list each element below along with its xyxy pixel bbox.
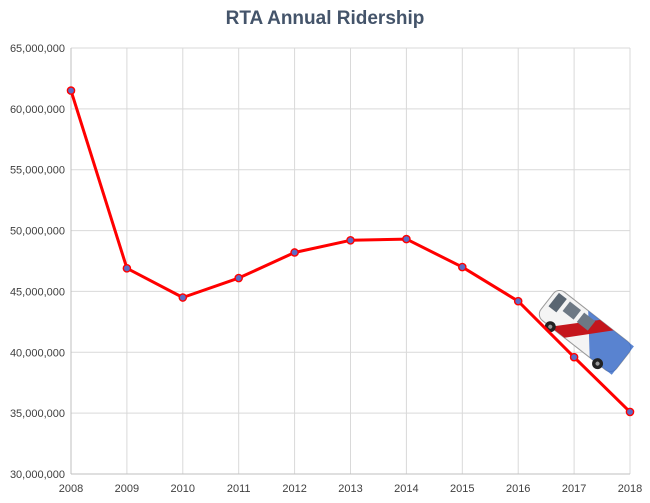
data-point: [66, 86, 76, 95]
x-tick-label: 2012: [282, 483, 306, 495]
data-points: [66, 86, 635, 417]
y-tick-label: 55,000,000: [10, 165, 65, 177]
x-tick-label: 2011: [227, 483, 251, 495]
x-tick-label: 2018: [618, 483, 642, 495]
chart-title: RTA Annual Ridership: [225, 8, 425, 29]
y-tick-label: 35,000,000: [10, 408, 65, 420]
data-point: [290, 248, 299, 257]
y-tick-label: 30,000,000: [10, 469, 65, 481]
x-tick-label: 2009: [115, 483, 139, 495]
data-point: [569, 352, 579, 362]
data-point: [122, 264, 132, 273]
axes: [70, 48, 630, 475]
grid-lines: [70, 47, 631, 475]
data-point: [234, 273, 243, 283]
y-tick-label: 60,000,000: [10, 104, 65, 116]
x-tick-label: 2014: [394, 483, 418, 495]
x-tick-label: 2010: [171, 483, 195, 495]
x-tick-label: 2008: [59, 483, 83, 495]
x-tick-label: 2015: [450, 483, 474, 495]
y-tick-label: 50,000,000: [10, 226, 65, 238]
data-point: [513, 296, 523, 306]
data-point: [457, 262, 467, 272]
data-point: [402, 234, 411, 244]
data-point: [625, 407, 635, 417]
y-axis-tick-labels: 30,000,000 35,000,000 40,000,000 45,000,000…: [10, 43, 65, 481]
y-tick-label: 40,000,000: [10, 347, 65, 359]
y-tick-label: 45,000,000: [10, 286, 65, 298]
data-point: [346, 236, 355, 245]
y-tick-label: 65,000,000: [10, 43, 65, 55]
bus-icon: [538, 289, 634, 375]
data-point: [178, 293, 188, 302]
x-tick-label: 2016: [506, 483, 530, 495]
x-axis-tick-labels: 2008 2009 2010 2011 2012 2013 2014 2015 2016 2017…: [59, 483, 642, 495]
x-tick-label: 2013: [338, 483, 362, 495]
x-tick-label: 2017: [562, 483, 586, 495]
